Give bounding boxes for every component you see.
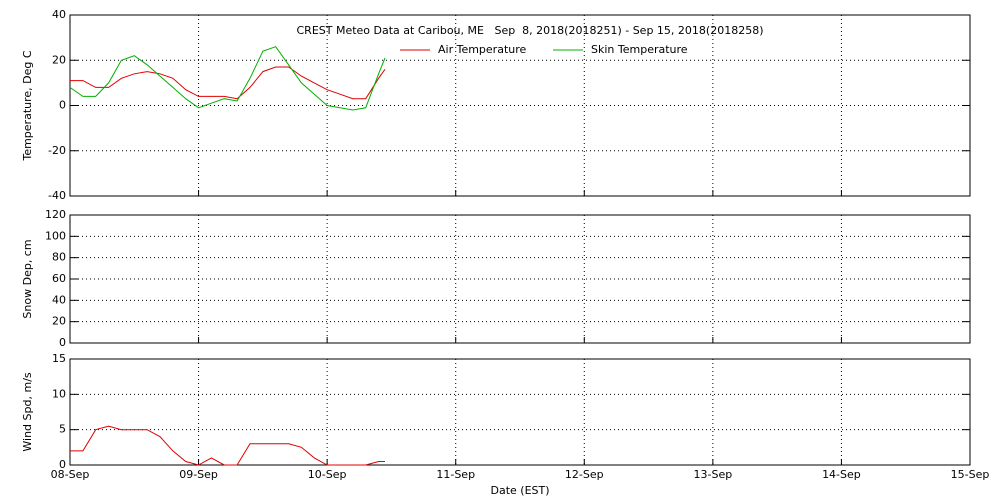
series-line bbox=[70, 66, 386, 100]
x-tick-label: 13-Sep bbox=[694, 468, 733, 481]
legend-label: Skin Temperature bbox=[591, 43, 688, 56]
y-tick-label: -20 bbox=[48, 144, 66, 157]
y-axis-label: Temperature, Deg C bbox=[21, 50, 34, 161]
y-tick-label: 60 bbox=[52, 272, 66, 285]
y-tick-label: 0 bbox=[59, 336, 66, 349]
x-tick-label: 14-Sep bbox=[822, 468, 861, 481]
y-axis-label: Wind Spd, m/s bbox=[21, 372, 34, 452]
y-tick-label: 120 bbox=[45, 208, 66, 221]
x-tick-label: 12-Sep bbox=[565, 468, 604, 481]
x-axis-label: Date (EST) bbox=[490, 484, 549, 497]
y-tick-label: 40 bbox=[52, 293, 66, 306]
y-tick-label: 80 bbox=[52, 251, 66, 264]
plot-frame bbox=[69, 14, 971, 197]
y-tick-label: 10 bbox=[52, 387, 66, 400]
plot-frame bbox=[69, 214, 971, 344]
y-tick-label: 20 bbox=[52, 53, 66, 66]
legend-label: Air Temperature bbox=[438, 43, 527, 56]
x-tick-label: 10-Sep bbox=[308, 468, 347, 481]
y-tick-label: 15 bbox=[52, 352, 66, 365]
y-axis-label: Snow Dep, cm bbox=[21, 239, 34, 318]
y-tick-label: -40 bbox=[48, 189, 66, 202]
y-tick-label: 20 bbox=[52, 315, 66, 328]
chart-title: CREST Meteo Data at Caribou, ME Sep 8, 2… bbox=[297, 24, 764, 37]
y-tick-label: 40 bbox=[52, 8, 66, 21]
y-tick-label: 5 bbox=[59, 423, 66, 436]
series-line bbox=[69, 46, 386, 111]
y-tick-label: 0 bbox=[59, 99, 66, 112]
x-tick-label: 15-Sep bbox=[951, 468, 990, 481]
series-line bbox=[70, 425, 385, 466]
x-tick-label: 09-Sep bbox=[179, 468, 218, 481]
x-tick-label: 08-Sep bbox=[51, 468, 90, 481]
y-tick-label: 100 bbox=[45, 229, 66, 242]
y-tick-label: 0 bbox=[59, 458, 66, 471]
plot-frame bbox=[69, 358, 971, 466]
x-tick-label: 11-Sep bbox=[436, 468, 475, 481]
